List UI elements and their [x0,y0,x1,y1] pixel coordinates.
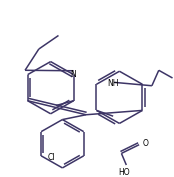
Text: HO: HO [118,168,130,177]
Text: Cl: Cl [48,153,56,162]
Text: N: N [70,70,76,79]
Text: O: O [143,139,149,148]
Text: NH: NH [107,79,119,88]
